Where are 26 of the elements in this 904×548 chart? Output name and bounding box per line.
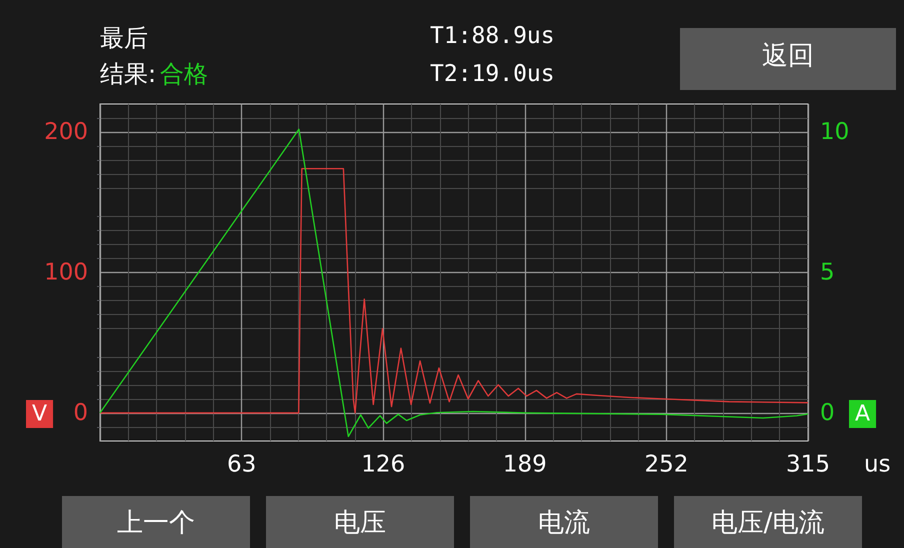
- text: T1:88.9us: [430, 23, 555, 49]
- x-axis-title: us: [864, 452, 891, 478]
- text: 结果:: [100, 60, 156, 88]
- y2-tick-label: 0: [820, 400, 835, 426]
- text: T2:19.0us: [430, 61, 555, 87]
- x-tick-label: 126: [361, 452, 406, 478]
- text: 最后: [100, 24, 148, 52]
- y-tick-label: 0: [73, 400, 88, 426]
- x-tick-label: 63: [226, 452, 256, 478]
- x-tick-label: 252: [644, 452, 688, 478]
- text: 电压: [334, 508, 386, 538]
- text: 上一个: [117, 508, 195, 538]
- line-series: [99, 168, 809, 414]
- text: 电流: [538, 508, 590, 538]
- x-tick-label: 315: [786, 452, 830, 478]
- x-tick-label: 189: [502, 452, 547, 478]
- y2-tick-label: 5: [820, 260, 835, 286]
- line-series: [99, 128, 809, 438]
- y-tick-label: 200: [44, 119, 88, 146]
- text: 返回: [762, 41, 814, 71]
- y-tick-label: 100: [44, 260, 88, 286]
- y2-tick-label: 10: [820, 119, 850, 146]
- text: 电压/电流: [712, 508, 824, 538]
- y2-axis-title: A: [855, 402, 870, 426]
- text: 合格: [160, 60, 208, 88]
- y-axis-title: V: [32, 402, 48, 426]
